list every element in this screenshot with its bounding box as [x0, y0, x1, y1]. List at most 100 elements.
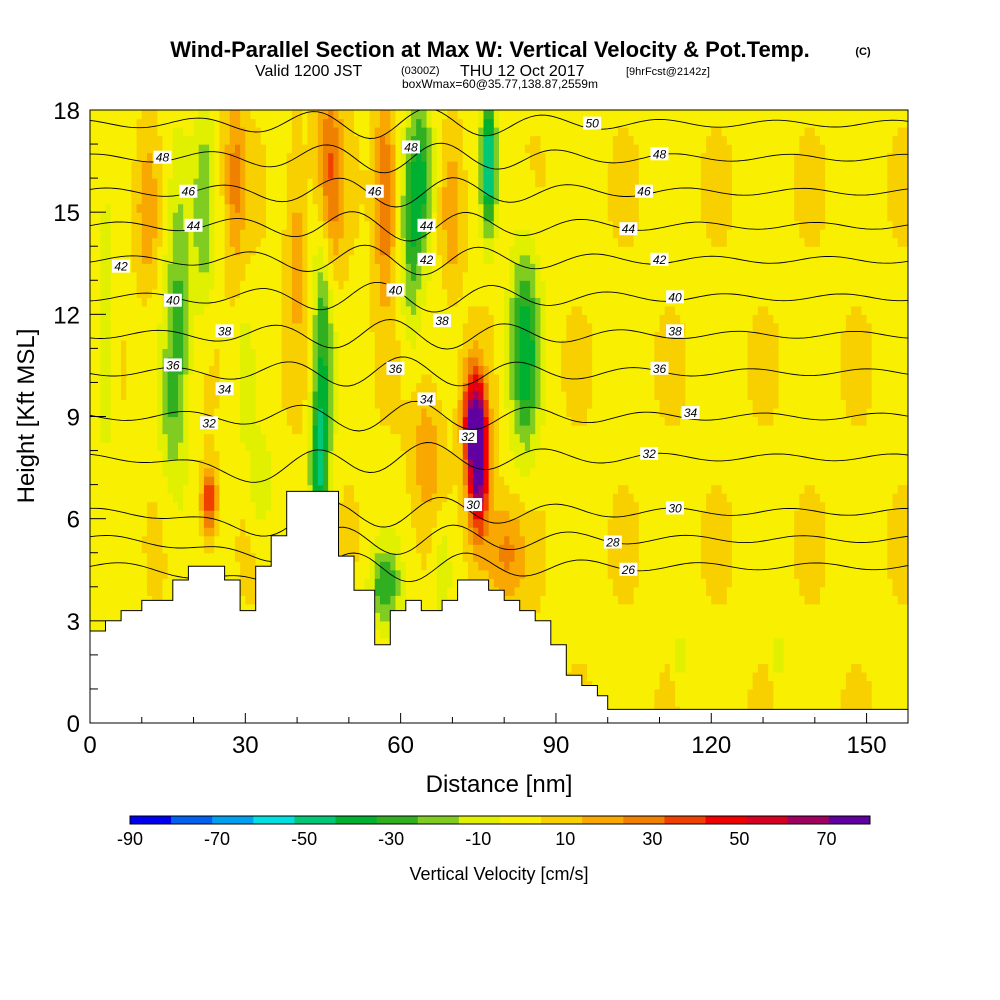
velocity-cell: [442, 578, 448, 588]
velocity-cell: [152, 407, 158, 418]
velocity-cell: [250, 203, 257, 213]
velocity-cell: [410, 246, 417, 256]
velocity-cell: [229, 476, 236, 486]
velocity-cell: [100, 186, 107, 196]
velocity-cell: [338, 348, 345, 358]
velocity-cell: [214, 254, 221, 264]
velocity-cell: [229, 356, 236, 367]
velocity-cell: [209, 373, 215, 384]
velocity-cell: [157, 280, 164, 290]
velocity-cell: [115, 237, 122, 247]
velocity-cell: [385, 297, 391, 307]
velocity-cell: [395, 339, 402, 349]
velocity-cell: [146, 595, 153, 605]
velocity-cell: [115, 501, 122, 511]
velocity-cell: [400, 331, 407, 341]
velocity-cell: [410, 237, 417, 247]
velocity-cell: [322, 356, 329, 367]
velocity-cell: [152, 331, 158, 341]
velocity-cell: [390, 229, 397, 239]
velocity-cell: [172, 544, 179, 554]
velocity-cell: [198, 339, 205, 349]
velocity-cell: [193, 271, 200, 281]
velocity-cell: [426, 237, 433, 247]
velocity-cell: [374, 280, 381, 290]
velocity-cell: [245, 527, 252, 537]
velocity-cell: [374, 527, 381, 537]
velocity-cell: [90, 127, 96, 137]
velocity-cell: [255, 484, 262, 494]
velocity-cell: [385, 161, 391, 171]
velocity-cell: [183, 339, 189, 349]
velocity-cell: [385, 620, 391, 630]
velocity-cell: [121, 135, 127, 145]
velocity-cell: [317, 365, 324, 375]
velocity-cell: [410, 518, 417, 528]
velocity-cell: [188, 339, 195, 349]
velocity-cell: [421, 314, 428, 324]
velocity-cell: [271, 288, 277, 298]
velocity-cell: [405, 127, 412, 137]
velocity-cell: [431, 493, 438, 503]
velocity-cell: [338, 518, 345, 528]
velocity-cell: [100, 271, 107, 281]
velocity-cell: [333, 161, 340, 171]
velocity-cell: [100, 365, 107, 375]
velocity-cell: [198, 331, 205, 341]
velocity-cell: [426, 603, 433, 613]
velocity-cell: [436, 459, 443, 469]
velocity-cell: [390, 212, 397, 222]
velocity-cell: [203, 442, 210, 452]
velocity-cell: [229, 246, 236, 256]
velocity-cell: [240, 280, 246, 290]
velocity-cell: [188, 561, 195, 571]
velocity-cell: [374, 203, 381, 213]
velocity-cell: [291, 407, 298, 418]
velocity-cell: [271, 390, 277, 401]
velocity-cell: [203, 365, 210, 375]
velocity-cell: [369, 501, 376, 511]
velocity-cell: [390, 510, 397, 520]
velocity-cell: [152, 467, 158, 477]
velocity-cell: [100, 229, 107, 239]
velocity-cell: [152, 271, 158, 281]
velocity-cell: [95, 135, 101, 145]
velocity-cell: [276, 135, 283, 145]
velocity-cell: [333, 373, 340, 384]
velocity-cell: [333, 127, 340, 137]
velocity-cell: [162, 510, 169, 520]
velocity-cell: [348, 280, 355, 290]
velocity-cell: [183, 416, 189, 426]
velocity-cell: [400, 220, 407, 230]
velocity-cell: [224, 501, 231, 511]
velocity-cell: [266, 561, 272, 571]
velocity-cell: [115, 382, 122, 392]
velocity-cell: [203, 450, 210, 460]
velocity-cell: [379, 603, 386, 613]
velocity-cell: [110, 314, 117, 324]
velocity-cell: [105, 271, 112, 281]
velocity-cell: [400, 425, 407, 435]
velocity-cell: [442, 135, 448, 145]
velocity-cell: [219, 271, 226, 281]
velocity-cell: [167, 127, 174, 137]
velocity-cell: [162, 288, 169, 298]
velocity-cell: [141, 510, 148, 520]
velocity-cell: [110, 510, 117, 520]
velocity-cell: [421, 484, 428, 494]
velocity-cell: [209, 178, 215, 188]
velocity-cell: [240, 544, 246, 554]
velocity-cell: [198, 229, 205, 239]
velocity-cell: [105, 356, 112, 367]
velocity-cell: [146, 195, 153, 205]
velocity-cell: [266, 510, 272, 520]
velocity-cell: [193, 476, 200, 486]
velocity-cell: [328, 144, 334, 154]
velocity-cell: [141, 212, 148, 222]
velocity-cell: [209, 246, 215, 256]
velocity-cell: [121, 442, 127, 452]
velocity-cell: [379, 246, 386, 256]
velocity-cell: [348, 237, 355, 247]
velocity-cell: [343, 186, 350, 196]
velocity-cell: [291, 467, 298, 477]
